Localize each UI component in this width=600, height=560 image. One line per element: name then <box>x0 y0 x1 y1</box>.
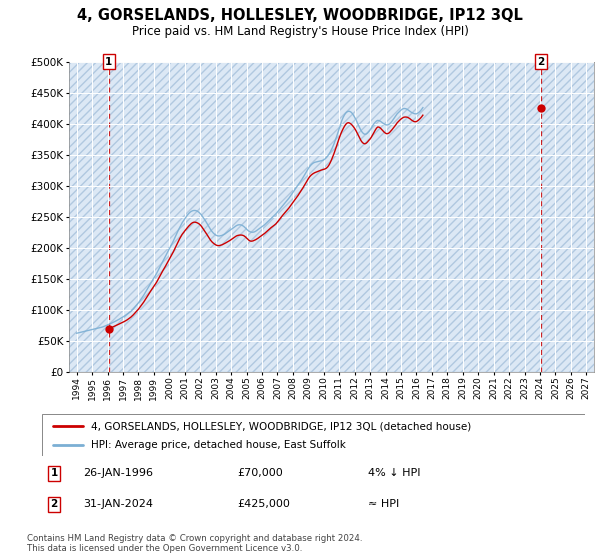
Text: 2: 2 <box>50 500 58 509</box>
Text: Price paid vs. HM Land Registry's House Price Index (HPI): Price paid vs. HM Land Registry's House … <box>131 25 469 38</box>
Text: 1: 1 <box>105 57 112 67</box>
Text: 1: 1 <box>50 468 58 478</box>
Text: 31-JAN-2024: 31-JAN-2024 <box>83 500 153 509</box>
Text: 4% ↓ HPI: 4% ↓ HPI <box>368 468 420 478</box>
Text: ≈ HPI: ≈ HPI <box>368 500 399 509</box>
Text: 26-JAN-1996: 26-JAN-1996 <box>83 468 153 478</box>
Text: 4, GORSELANDS, HOLLESLEY, WOODBRIDGE, IP12 3QL: 4, GORSELANDS, HOLLESLEY, WOODBRIDGE, IP… <box>77 8 523 24</box>
Text: Contains HM Land Registry data © Crown copyright and database right 2024.
This d: Contains HM Land Registry data © Crown c… <box>27 534 362 553</box>
Text: £70,000: £70,000 <box>238 468 283 478</box>
FancyBboxPatch shape <box>42 414 585 456</box>
Text: £425,000: £425,000 <box>238 500 290 509</box>
Text: 4, GORSELANDS, HOLLESLEY, WOODBRIDGE, IP12 3QL (detached house): 4, GORSELANDS, HOLLESLEY, WOODBRIDGE, IP… <box>91 421 471 431</box>
Text: 2: 2 <box>538 57 545 67</box>
Text: HPI: Average price, detached house, East Suffolk: HPI: Average price, detached house, East… <box>91 441 346 450</box>
